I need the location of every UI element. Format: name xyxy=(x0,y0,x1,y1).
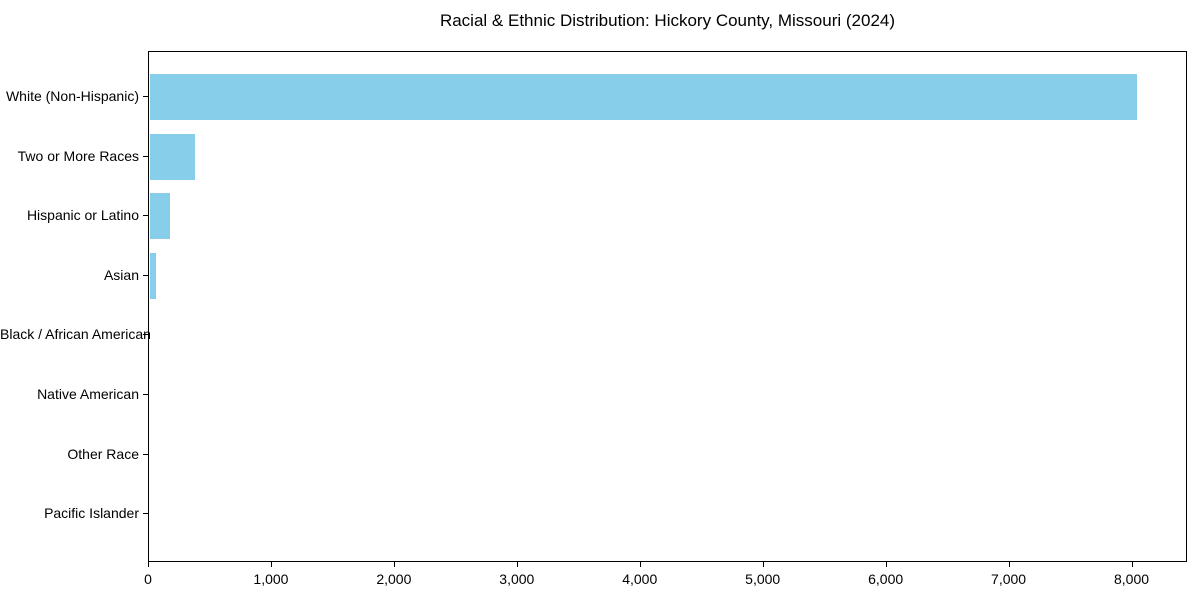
y-axis-label: Other Race xyxy=(67,445,139,462)
y-axis-label: Native American xyxy=(37,386,139,402)
x-tick-mark xyxy=(639,562,641,567)
chart-title: Racial & Ethnic Distribution: Hickory Co… xyxy=(439,11,896,30)
y-axis-label: Asian xyxy=(103,266,139,283)
bar xyxy=(150,252,156,299)
y-tick-mark xyxy=(143,334,148,336)
y-axis-label: Two or More Races xyxy=(17,147,139,164)
y-tick-mark xyxy=(143,513,148,515)
x-axis-label: 6,000 xyxy=(868,571,904,587)
y-axis-label: Pacific Islander xyxy=(44,505,139,522)
bar xyxy=(150,74,1137,120)
x-tick-mark xyxy=(393,562,395,567)
plot-area xyxy=(148,51,1187,562)
bar xyxy=(150,193,170,240)
y-tick-mark xyxy=(143,394,148,395)
x-axis-label: 1,000 xyxy=(253,571,289,587)
y-axis-label: Black / African American xyxy=(0,326,151,343)
bar xyxy=(150,133,195,180)
x-axis-label: 2,000 xyxy=(376,571,412,587)
x-tick-mark xyxy=(885,562,887,567)
x-tick-mark xyxy=(516,562,518,567)
y-tick-mark xyxy=(143,96,148,97)
y-tick-mark xyxy=(143,453,148,455)
y-tick-mark xyxy=(143,155,148,157)
x-axis-label: 8,000 xyxy=(1113,571,1150,587)
x-tick-mark xyxy=(148,562,149,567)
y-axis-label: White (Non-Hispanic) xyxy=(5,88,139,104)
y-tick-mark xyxy=(143,215,148,217)
x-axis-label: 4,000 xyxy=(622,571,658,587)
x-axis-label: 0 xyxy=(144,571,152,587)
y-tick-mark xyxy=(143,274,148,276)
x-tick-mark xyxy=(270,562,272,567)
x-axis-label: 7,000 xyxy=(991,571,1027,587)
x-axis-label: 3,000 xyxy=(499,571,535,587)
x-tick-mark xyxy=(1008,562,1010,567)
y-axis-label: Hispanic or Latino xyxy=(26,207,139,224)
x-tick-mark xyxy=(1131,562,1133,567)
x-tick-mark xyxy=(762,562,764,567)
x-axis-label: 5,000 xyxy=(745,571,781,587)
